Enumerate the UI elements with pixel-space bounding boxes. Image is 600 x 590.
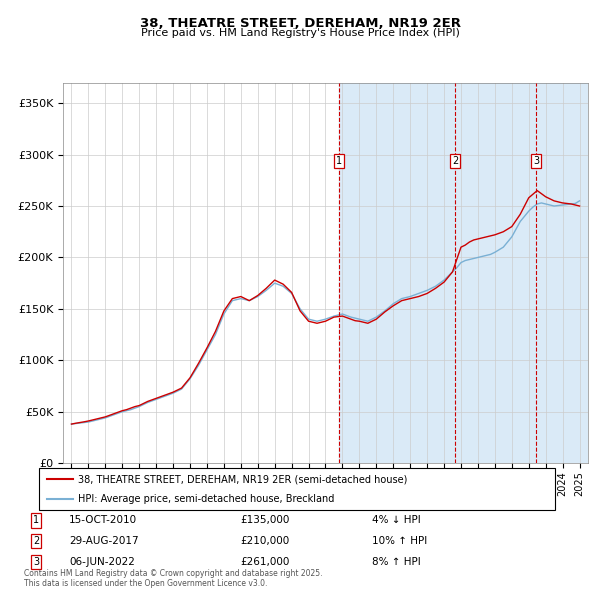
- Text: 15-OCT-2010: 15-OCT-2010: [69, 516, 137, 525]
- Text: 29-AUG-2017: 29-AUG-2017: [69, 536, 139, 546]
- Text: HPI: Average price, semi-detached house, Breckland: HPI: Average price, semi-detached house,…: [77, 494, 334, 504]
- Text: 10% ↑ HPI: 10% ↑ HPI: [372, 536, 427, 546]
- Text: 2: 2: [33, 536, 39, 546]
- Text: 1: 1: [33, 516, 39, 525]
- Text: Contains HM Land Registry data © Crown copyright and database right 2025.
This d: Contains HM Land Registry data © Crown c…: [24, 569, 323, 588]
- Text: 2: 2: [452, 156, 458, 166]
- Text: 38, THEATRE STREET, DEREHAM, NR19 2ER: 38, THEATRE STREET, DEREHAM, NR19 2ER: [139, 17, 461, 30]
- Text: 8% ↑ HPI: 8% ↑ HPI: [372, 557, 421, 566]
- Text: £261,000: £261,000: [240, 557, 289, 566]
- Text: 06-JUN-2022: 06-JUN-2022: [69, 557, 135, 566]
- Text: Price paid vs. HM Land Registry's House Price Index (HPI): Price paid vs. HM Land Registry's House …: [140, 28, 460, 38]
- FancyBboxPatch shape: [39, 468, 555, 510]
- Text: £135,000: £135,000: [240, 516, 289, 525]
- Text: 3: 3: [33, 557, 39, 566]
- Text: 4% ↓ HPI: 4% ↓ HPI: [372, 516, 421, 525]
- Text: 1: 1: [336, 156, 342, 166]
- Text: 3: 3: [533, 156, 539, 166]
- Bar: [339, 83, 600, 463]
- Text: £210,000: £210,000: [240, 536, 289, 546]
- Text: 38, THEATRE STREET, DEREHAM, NR19 2ER (semi-detached house): 38, THEATRE STREET, DEREHAM, NR19 2ER (s…: [77, 474, 407, 484]
